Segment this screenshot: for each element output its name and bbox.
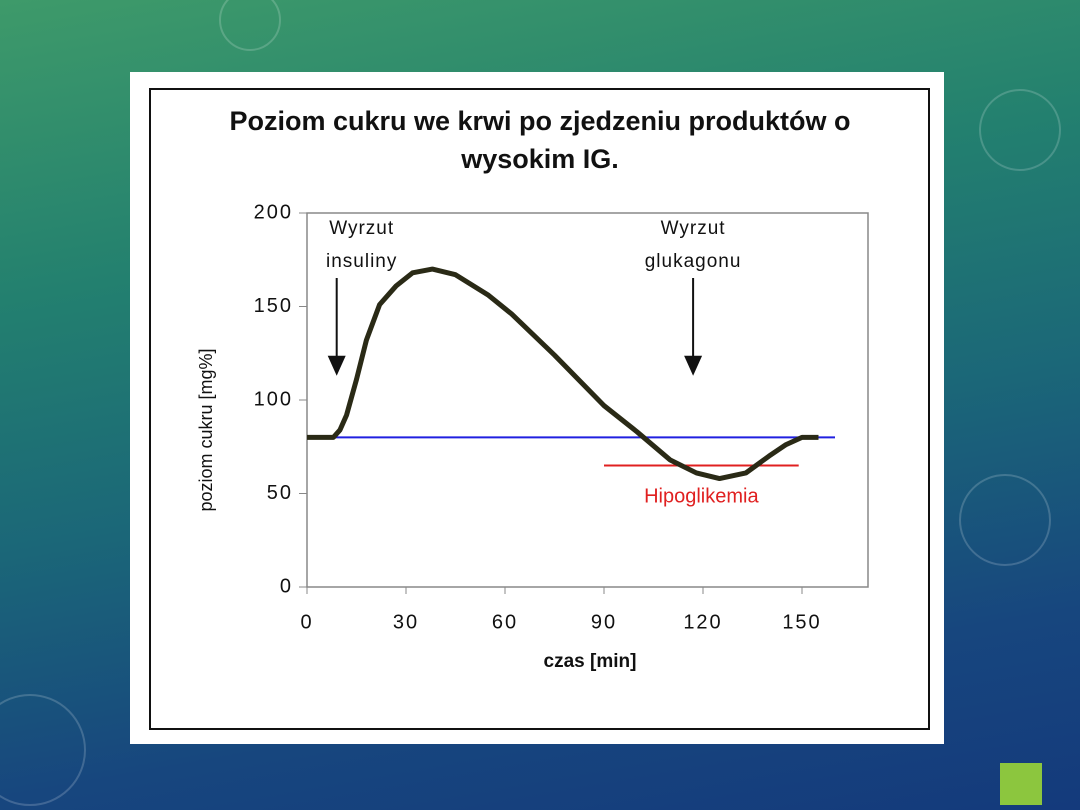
y-tick-label: 150 (254, 295, 293, 317)
x-tick-label: 120 (683, 611, 722, 633)
annotation-text: glukagonu (645, 251, 742, 272)
y-tick-label: 50 (267, 482, 293, 504)
annotation-arrowhead (327, 355, 346, 376)
y-tick-label: 100 (254, 388, 293, 410)
decoration (0, 0, 1060, 805)
y-tick-label: 200 (254, 201, 293, 223)
x-tick-label: 150 (782, 611, 821, 633)
annotation-text: insuliny (326, 251, 397, 272)
chart-title: Poziom cukru we krwi po zjedzeniu produk… (229, 106, 851, 174)
y-axis-label: poziom cukru [mg%] (196, 348, 216, 511)
y-tick-label: 0 (280, 575, 293, 597)
data-line (307, 266, 819, 482)
chart-panel (130, 72, 944, 744)
annotation-text: Wyrzut (661, 218, 726, 239)
x-tick-label: 30 (393, 611, 419, 633)
frame (149, 88, 930, 730)
annotation-text: Wyrzut (329, 218, 394, 239)
x-axis-label: czas [min] (544, 651, 637, 672)
x-tick-label: 0 (300, 611, 313, 633)
x-tick-label: 90 (591, 611, 617, 633)
annotation-arrowhead (684, 355, 703, 376)
x-tick-label: 60 (492, 611, 518, 633)
nav-button[interactable] (1000, 763, 1042, 805)
reference-label: Hipoglikemia (644, 486, 759, 508)
